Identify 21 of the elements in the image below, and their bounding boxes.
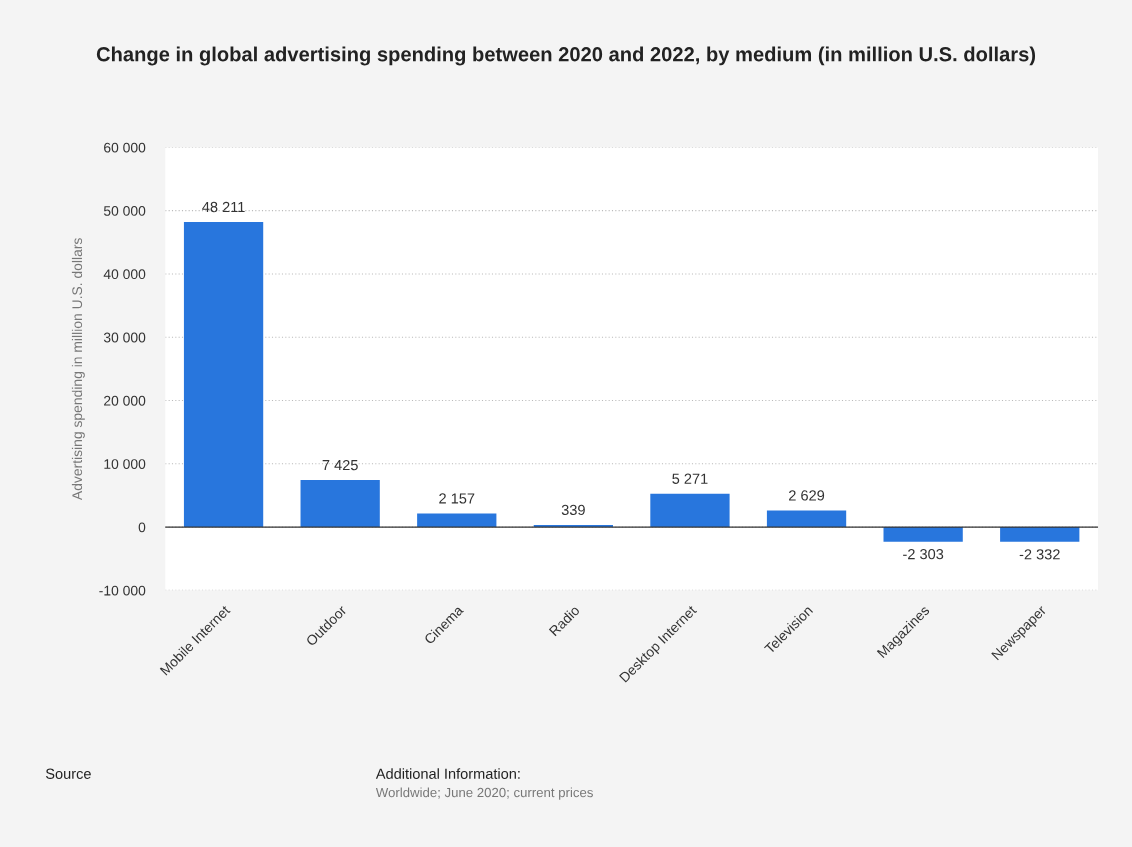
y-tick-label: 50 000: [103, 206, 146, 216]
y-tick-label: -10 000: [99, 585, 146, 596]
y-tick-label: 10 000: [104, 459, 146, 469]
data-label: -2 303: [903, 548, 944, 560]
data-label: 2 157: [439, 493, 475, 504]
chart-title: Change in global advertising spending between 2020 and 2022, by medium (in million U.S. dollars): [96, 46, 1036, 66]
data-label: 5 271: [672, 473, 708, 484]
y-tick-label: 20 000: [104, 395, 146, 406]
text: Source: [45, 768, 91, 779]
data-label: 339: [561, 504, 585, 516]
data-label: 2 629: [789, 490, 825, 501]
y-tick-label: 0: [138, 522, 146, 533]
y-axis-title: Advertising spending in million U.S. dollars: [71, 238, 85, 501]
text: Worldwide; June 2020; current prices: [375, 787, 593, 800]
y-tick-label: 30 000: [103, 332, 146, 343]
data-label: -2 332: [1019, 549, 1060, 560]
data-label: 7 425: [322, 459, 358, 471]
y-tick-label: 40 000: [103, 269, 146, 280]
y-tick-label: 60 000: [104, 142, 146, 153]
data-label: 48 211: [202, 201, 245, 213]
text: Additional Information:: [375, 768, 520, 779]
